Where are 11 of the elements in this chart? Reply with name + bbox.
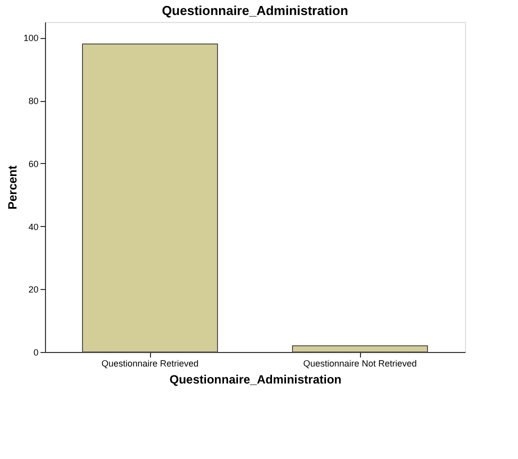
y-tick-label: 20 [28, 284, 38, 295]
chart-title: Questionnaire_Administration [162, 3, 348, 18]
y-tick-label: 100 [23, 33, 38, 44]
x-axis-title: Questionnaire_Administration [169, 372, 342, 386]
x-tick-label: Questionnaire Retrieved [101, 358, 199, 368]
y-tick-label: 40 [28, 222, 38, 232]
y-tick-label: 0 [33, 348, 38, 358]
y-tick-label: 80 [28, 96, 38, 106]
x-tick-label: Questionnaire Not Retrieved [303, 358, 417, 368]
y-axis-title: Percent [5, 165, 20, 210]
y-tick-label: 60 [28, 158, 38, 169]
